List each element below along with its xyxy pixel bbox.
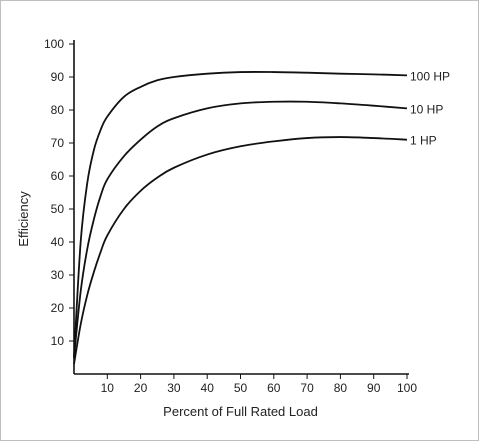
y-tick-label: 50 xyxy=(51,202,65,216)
y-tick-label: 40 xyxy=(51,235,65,249)
series-label-1-hp: 1 HP xyxy=(410,134,437,148)
x-tick-label: 80 xyxy=(334,381,348,395)
y-tick-label: 70 xyxy=(51,136,65,150)
y-tick-label: 10 xyxy=(51,334,65,348)
x-tick-label: 30 xyxy=(167,381,181,395)
x-tick-label: 40 xyxy=(201,381,215,395)
x-axis-title: Percent of Full Rated Load xyxy=(163,404,318,419)
y-tick-label: 90 xyxy=(51,70,65,84)
x-tick-label: 60 xyxy=(267,381,281,395)
y-tick-label: 30 xyxy=(51,268,65,282)
curve-10-hp xyxy=(73,100,408,358)
x-tick-label: 70 xyxy=(300,381,314,395)
ticks: 10 20 30 40 50 60 70 80 90 100 10 20 30 40 50 60 70 80 90 1… xyxy=(44,37,417,395)
x-tick-label: 20 xyxy=(134,381,148,395)
curve-1-hp xyxy=(73,136,408,365)
series-label-100-hp: 100 HP xyxy=(410,69,450,83)
y-axis-title: Efficiency xyxy=(16,191,31,247)
x-tick-label: 90 xyxy=(367,381,381,395)
y-tick-label: 100 xyxy=(44,37,64,51)
x-tick-label: 10 xyxy=(101,381,115,395)
axes xyxy=(73,40,409,375)
series-label-10-hp: 10 HP xyxy=(410,102,443,116)
series-labels: 100 HP 10 HP 1 HP xyxy=(410,69,450,147)
x-tick-label: 100 xyxy=(397,381,417,395)
y-tick-label: 80 xyxy=(51,103,65,117)
y-tick-label: 60 xyxy=(51,169,65,183)
x-tick-label: 50 xyxy=(234,381,248,395)
y-tick-label: 20 xyxy=(51,301,65,315)
curves xyxy=(73,71,408,365)
curve-100-hp xyxy=(73,71,408,358)
